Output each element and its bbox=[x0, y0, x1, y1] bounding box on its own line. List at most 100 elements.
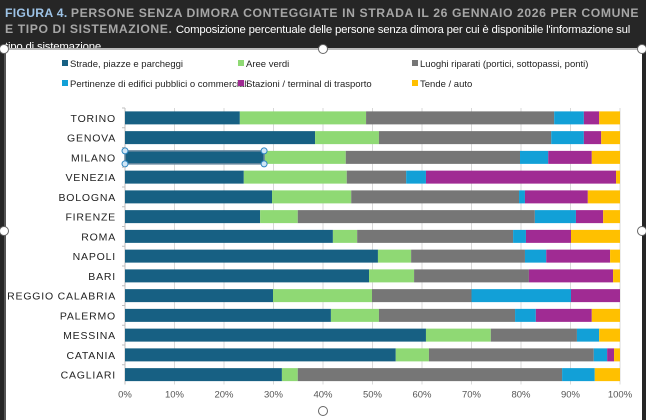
bar-segment[interactable] bbox=[524, 190, 588, 204]
bar-segment[interactable] bbox=[315, 131, 379, 145]
bar-segment[interactable] bbox=[490, 328, 577, 342]
bar-segment[interactable] bbox=[125, 348, 396, 362]
bar-segment[interactable] bbox=[369, 269, 415, 283]
bar-segment[interactable] bbox=[614, 348, 620, 362]
bar-segment[interactable] bbox=[297, 210, 535, 224]
bar-segment[interactable] bbox=[548, 150, 592, 164]
x-tick-label: 60% bbox=[412, 390, 432, 401]
bar-segment[interactable] bbox=[570, 229, 620, 243]
resize-handle[interactable] bbox=[637, 44, 646, 54]
bar-segment[interactable] bbox=[591, 150, 620, 164]
bar-segment[interactable] bbox=[125, 289, 274, 303]
bar-segment[interactable] bbox=[575, 210, 604, 224]
bar-segment[interactable] bbox=[264, 150, 346, 164]
bar-segment[interactable] bbox=[601, 131, 620, 145]
bar-segment[interactable] bbox=[428, 348, 594, 362]
bar-segment[interactable] bbox=[243, 170, 347, 184]
bar-segment[interactable] bbox=[125, 308, 331, 322]
bar-segment[interactable] bbox=[520, 150, 549, 164]
bar-segment[interactable] bbox=[272, 190, 352, 204]
bar-segment[interactable] bbox=[576, 328, 600, 342]
bar-segment[interactable] bbox=[357, 229, 514, 243]
bar-segment[interactable] bbox=[599, 111, 620, 125]
bar-segment[interactable] bbox=[414, 269, 529, 283]
bar-segment[interactable] bbox=[125, 328, 426, 342]
bar-segment[interactable] bbox=[372, 289, 472, 303]
bar-segment[interactable] bbox=[534, 210, 576, 224]
bar-segment[interactable] bbox=[239, 111, 367, 125]
bar-segment[interactable] bbox=[528, 269, 614, 283]
bar-segment[interactable] bbox=[525, 229, 571, 243]
bar-segment[interactable] bbox=[330, 308, 379, 322]
bar-segment[interactable] bbox=[395, 348, 429, 362]
bar-segment[interactable] bbox=[125, 210, 261, 224]
bar-segment[interactable] bbox=[125, 131, 316, 145]
bar-segment[interactable] bbox=[599, 328, 620, 342]
bar-segment[interactable] bbox=[587, 190, 620, 204]
x-tick-label: 10% bbox=[165, 390, 185, 401]
legend-swatch bbox=[238, 60, 244, 66]
bar-segment[interactable] bbox=[281, 368, 298, 382]
bar-segment[interactable] bbox=[125, 229, 333, 243]
bar-segment[interactable] bbox=[345, 150, 521, 164]
bar-segment[interactable] bbox=[377, 249, 412, 263]
bar-segment[interactable] bbox=[125, 368, 282, 382]
bar-segment[interactable] bbox=[607, 348, 615, 362]
x-tick-label: 20% bbox=[214, 390, 234, 401]
bar-segment[interactable] bbox=[583, 131, 602, 145]
bar-segment[interactable] bbox=[515, 308, 536, 322]
bar-segment[interactable] bbox=[260, 210, 298, 224]
bar-segment[interactable] bbox=[471, 289, 571, 303]
bar-segment[interactable] bbox=[570, 289, 620, 303]
bar-segment[interactable] bbox=[378, 308, 516, 322]
bar-segment[interactable] bbox=[346, 170, 407, 184]
bar-segment[interactable] bbox=[591, 308, 620, 322]
selection-handle[interactable] bbox=[260, 160, 268, 168]
bar-segment[interactable] bbox=[616, 170, 620, 184]
bar-segment[interactable] bbox=[524, 249, 547, 263]
bar-segment[interactable] bbox=[297, 368, 563, 382]
selection-handle[interactable] bbox=[121, 147, 129, 155]
bar-segment[interactable] bbox=[125, 150, 265, 164]
resize-handle[interactable] bbox=[0, 44, 9, 54]
bar-segment[interactable] bbox=[332, 229, 358, 243]
bar-segment[interactable] bbox=[366, 111, 555, 125]
bar-segment[interactable] bbox=[125, 269, 370, 283]
legend-label: Pertinenze di edifici pubblici o commerc… bbox=[70, 79, 248, 90]
bar-segment[interactable] bbox=[378, 131, 552, 145]
bar-segment[interactable] bbox=[411, 249, 525, 263]
selection-handle[interactable] bbox=[121, 160, 129, 168]
bar-segment[interactable] bbox=[125, 249, 378, 263]
x-tick-label: 70% bbox=[462, 390, 482, 401]
bar-segment[interactable] bbox=[125, 170, 244, 184]
bar-segment[interactable] bbox=[273, 289, 373, 303]
bar-segment[interactable] bbox=[551, 131, 584, 145]
resize-handle[interactable] bbox=[637, 226, 646, 236]
resize-handle[interactable] bbox=[318, 406, 328, 416]
bar-segment[interactable] bbox=[519, 190, 525, 204]
category-label: MILANO bbox=[71, 152, 116, 164]
bar-segment[interactable] bbox=[583, 111, 600, 125]
resize-handle[interactable] bbox=[318, 44, 328, 54]
selection-handle[interactable] bbox=[260, 147, 268, 155]
bar-segment[interactable] bbox=[406, 170, 426, 184]
bar-segment[interactable] bbox=[425, 170, 617, 184]
bar-segment[interactable] bbox=[425, 328, 491, 342]
bar-segment[interactable] bbox=[610, 249, 620, 263]
bar-segment[interactable] bbox=[593, 348, 608, 362]
category-label: BARI bbox=[88, 271, 116, 283]
bar-segment[interactable] bbox=[125, 190, 273, 204]
bar-segment[interactable] bbox=[351, 190, 520, 204]
bar-segment[interactable] bbox=[562, 368, 595, 382]
bar-segment[interactable] bbox=[603, 210, 620, 224]
bar-segment[interactable] bbox=[613, 269, 620, 283]
bar-segment[interactable] bbox=[594, 368, 620, 382]
bar-segment[interactable] bbox=[513, 229, 526, 243]
legend-label: Aree verdi bbox=[246, 59, 289, 70]
bar-segment[interactable] bbox=[125, 111, 240, 125]
resize-handle[interactable] bbox=[0, 226, 9, 236]
bar-segment[interactable] bbox=[546, 249, 611, 263]
bar-segment[interactable] bbox=[554, 111, 584, 125]
bar-segment[interactable] bbox=[535, 308, 592, 322]
